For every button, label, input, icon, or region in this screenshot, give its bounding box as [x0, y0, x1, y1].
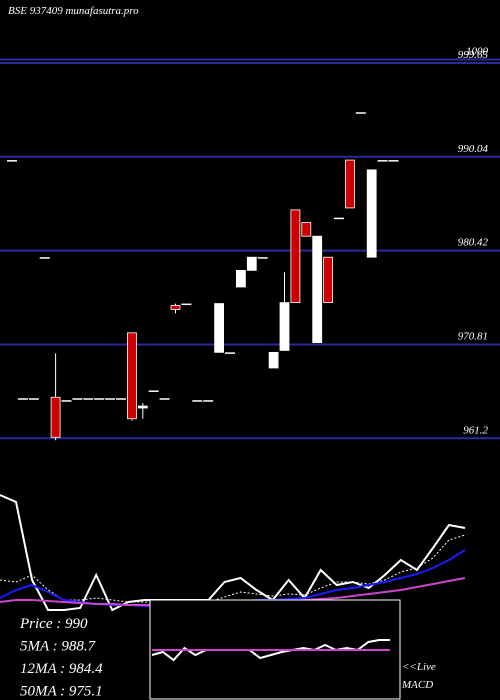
candle-body [83, 398, 94, 400]
candle-body [28, 398, 39, 400]
candle-body [214, 303, 225, 353]
candle-body [127, 332, 137, 420]
candle-body [203, 400, 214, 402]
candle-body [377, 160, 388, 162]
candle-body [279, 302, 290, 351]
indicator-label: 12MA : 984.4 [20, 661, 103, 677]
candle-body [366, 169, 377, 258]
candle-body [344, 159, 355, 209]
candle-body [94, 398, 105, 400]
macd-live: <<Live [402, 661, 436, 673]
candle-body [334, 217, 344, 220]
candle-body [290, 209, 301, 303]
candle-body [257, 257, 268, 259]
indicator-line [151, 639, 390, 662]
candle-body [137, 405, 148, 409]
candle-body [105, 398, 116, 400]
candle-body [116, 398, 126, 400]
candle-body [61, 400, 72, 402]
candle-body [355, 112, 366, 114]
candle-body [312, 235, 323, 344]
candle-body [17, 398, 28, 400]
indicator-line [0, 549, 466, 607]
candle-body [388, 160, 399, 162]
y-tick-label: 980.42 [458, 237, 489, 249]
chart-title: BSE 937409 munafasutra.pro [8, 5, 139, 17]
candle-body [7, 160, 17, 162]
candle-body [50, 396, 61, 438]
candle-body [181, 303, 192, 306]
indicator-label: 5MA : 988.7 [20, 639, 97, 655]
candle-body [235, 269, 246, 288]
candle-body [301, 222, 312, 237]
y-tick-label: 990.04 [458, 143, 489, 155]
candle-body [192, 400, 203, 402]
indicator-label: 50MA : 975.1 [20, 684, 103, 700]
y-tick-label: 1000 [466, 46, 489, 58]
candle-body [72, 398, 83, 400]
candle-body [148, 390, 159, 392]
macd-title: MACD [401, 679, 433, 691]
candle-body [39, 257, 50, 259]
candle-body [170, 305, 181, 310]
indicator-label: Price : 990 [19, 616, 88, 632]
candle-body [268, 351, 279, 369]
y-tick-label: 999.65 [458, 49, 489, 61]
candle-body [159, 398, 170, 400]
indicator-line [0, 494, 466, 612]
y-tick-label: 961.2 [463, 424, 488, 436]
y-tick-label: 970.81 [458, 330, 488, 342]
candle-body [225, 352, 235, 354]
candle-body [246, 256, 257, 271]
candle-body [323, 256, 334, 303]
indicator-line [0, 534, 466, 604]
